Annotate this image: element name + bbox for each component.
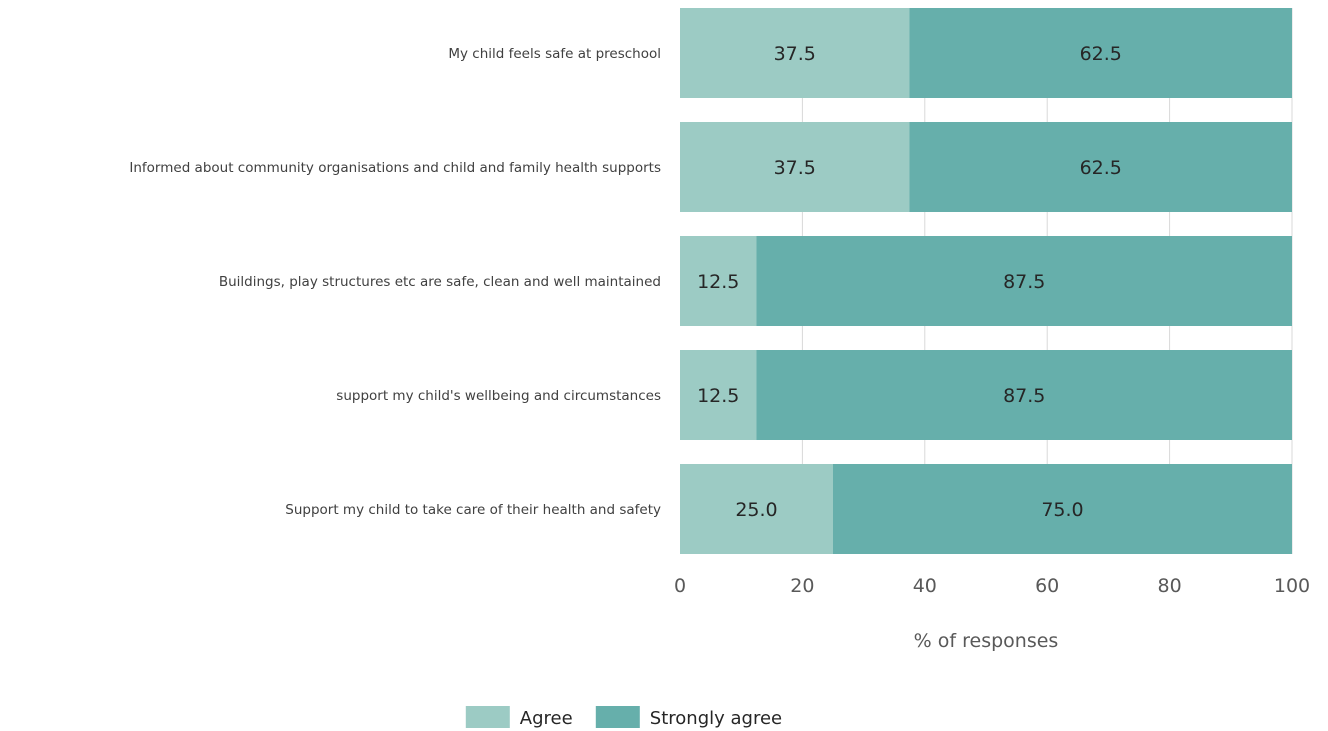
- x-tick-label-0: 0: [674, 575, 686, 597]
- data-label-agree-4: 12.5: [697, 385, 739, 407]
- x-axis-title: % of responses: [914, 630, 1059, 652]
- x-tick-label-100: 100: [1274, 575, 1310, 597]
- bars: [680, 8, 1292, 554]
- x-axis: 0 20 40 60 80 100: [674, 575, 1310, 597]
- bar-strongly-agree-1: [909, 8, 1292, 98]
- data-label-agree-3: 12.5: [697, 271, 739, 293]
- data-label-strongly-agree-3: 87.5: [1003, 271, 1045, 293]
- category-label-1: My child feels safe at preschool: [448, 46, 661, 62]
- category-labels: My child feels safe at preschool Informed…: [129, 46, 661, 518]
- category-label-4: support my child's wellbeing and circums…: [336, 388, 661, 404]
- bar-strongly-agree-5: [833, 464, 1292, 554]
- data-label-strongly-agree-4: 87.5: [1003, 385, 1045, 407]
- data-label-strongly-agree-1: 62.5: [1080, 43, 1122, 65]
- data-label-strongly-agree-2: 62.5: [1080, 157, 1122, 179]
- x-tick-label-80: 80: [1158, 575, 1182, 597]
- bar-agree-5: [680, 464, 833, 554]
- legend-swatch-strongly-agree: [595, 706, 640, 728]
- category-label-2: Informed about community organisations a…: [129, 160, 661, 176]
- bar-agree-3: [680, 236, 757, 326]
- data-labels: 37.5 62.5 37.5 62.5 12.5 87.5 12.5 87.5 25.0 75.0: [697, 43, 1122, 521]
- bar-agree-4: [680, 350, 757, 440]
- category-label-3: Buildings, play structures etc are safe,…: [219, 274, 661, 290]
- data-label-agree-1: 37.5: [774, 43, 816, 65]
- legend-swatch-agree: [465, 706, 510, 728]
- bar-strongly-agree-2: [909, 122, 1292, 212]
- x-tick-label-60: 60: [1035, 575, 1059, 597]
- x-tick-label-40: 40: [913, 575, 937, 597]
- legend: Agree Strongly agree: [465, 706, 782, 729]
- data-label-strongly-agree-5: 75.0: [1041, 499, 1083, 521]
- data-label-agree-5: 25.0: [735, 499, 777, 521]
- bar-strongly-agree-3: [756, 236, 1292, 326]
- bar-agree-2: [680, 122, 910, 212]
- data-label-agree-2: 37.5: [774, 157, 816, 179]
- legend-label-strongly-agree: Strongly agree: [650, 708, 782, 729]
- legend-label-agree: Agree: [520, 708, 573, 729]
- category-label-5: Support my child to take care of their h…: [285, 502, 661, 518]
- bar-strongly-agree-4: [756, 350, 1292, 440]
- bar-agree-1: [680, 8, 910, 98]
- x-tick-label-20: 20: [790, 575, 814, 597]
